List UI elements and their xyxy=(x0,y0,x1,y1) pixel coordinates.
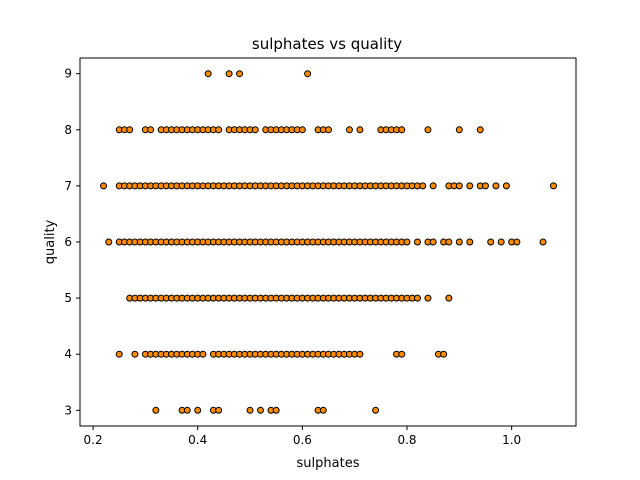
data-point xyxy=(429,238,437,246)
data-point xyxy=(419,182,427,190)
y-tick-label: 6 xyxy=(64,235,72,249)
data-point xyxy=(304,70,312,78)
data-point xyxy=(513,238,521,246)
y-tick-label: 3 xyxy=(64,403,72,417)
data-point xyxy=(100,182,108,190)
data-point xyxy=(413,238,421,246)
data-point xyxy=(398,126,406,134)
data-point xyxy=(492,182,500,190)
data-point xyxy=(199,350,207,358)
data-point xyxy=(403,238,411,246)
data-point xyxy=(236,70,244,78)
data-point xyxy=(539,238,547,246)
data-point xyxy=(497,238,505,246)
data-point xyxy=(215,126,223,134)
data-point xyxy=(225,70,233,78)
data-point xyxy=(183,406,191,414)
data-point xyxy=(502,182,510,190)
data-point xyxy=(398,350,406,358)
data-point xyxy=(455,238,463,246)
data-point xyxy=(325,126,333,134)
x-tick-label: 0.2 xyxy=(84,433,103,447)
data-points xyxy=(100,70,557,414)
y-axis: 3 4 5 6 7 8 9 xyxy=(64,67,80,417)
data-point xyxy=(455,182,463,190)
data-point xyxy=(298,126,306,134)
x-tick-label: 0.8 xyxy=(397,433,416,447)
data-point xyxy=(251,126,259,134)
y-tick-label: 9 xyxy=(64,67,72,81)
data-point xyxy=(131,350,139,358)
data-point xyxy=(487,238,495,246)
data-point xyxy=(115,350,123,358)
data-point xyxy=(356,126,364,134)
x-axis: 0.2 0.4 0.6 0.8 1.0 xyxy=(84,426,521,447)
y-tick-label: 5 xyxy=(64,291,72,305)
data-point xyxy=(550,182,557,190)
x-axis-label: sulphates xyxy=(297,456,360,471)
data-point xyxy=(272,406,280,414)
data-point xyxy=(356,350,364,358)
data-point xyxy=(257,406,265,414)
data-point xyxy=(466,238,474,246)
y-axis-label: quality xyxy=(43,219,58,264)
data-point xyxy=(345,126,353,134)
data-point xyxy=(105,238,113,246)
data-point xyxy=(372,406,380,414)
data-point xyxy=(152,406,160,414)
data-point xyxy=(147,126,155,134)
data-point xyxy=(445,294,453,302)
data-point xyxy=(476,126,484,134)
data-point xyxy=(481,182,489,190)
y-tick-label: 4 xyxy=(64,347,72,361)
data-point xyxy=(126,126,134,134)
data-point xyxy=(445,238,453,246)
data-point xyxy=(455,126,463,134)
x-tick-label: 1.0 xyxy=(502,433,521,447)
x-tick-label: 0.6 xyxy=(293,433,312,447)
data-point xyxy=(466,182,474,190)
chart-title: sulphates vs quality xyxy=(252,35,402,53)
data-point xyxy=(429,182,437,190)
data-point xyxy=(413,294,421,302)
data-point xyxy=(440,350,448,358)
data-point xyxy=(246,406,254,414)
data-point xyxy=(215,406,223,414)
y-tick-label: 8 xyxy=(64,123,72,137)
data-point xyxy=(319,406,327,414)
y-tick-label: 7 xyxy=(64,179,72,193)
data-point xyxy=(424,126,432,134)
data-point xyxy=(194,406,202,414)
data-point xyxy=(204,70,212,78)
data-point xyxy=(424,294,432,302)
x-tick-label: 0.4 xyxy=(188,433,207,447)
